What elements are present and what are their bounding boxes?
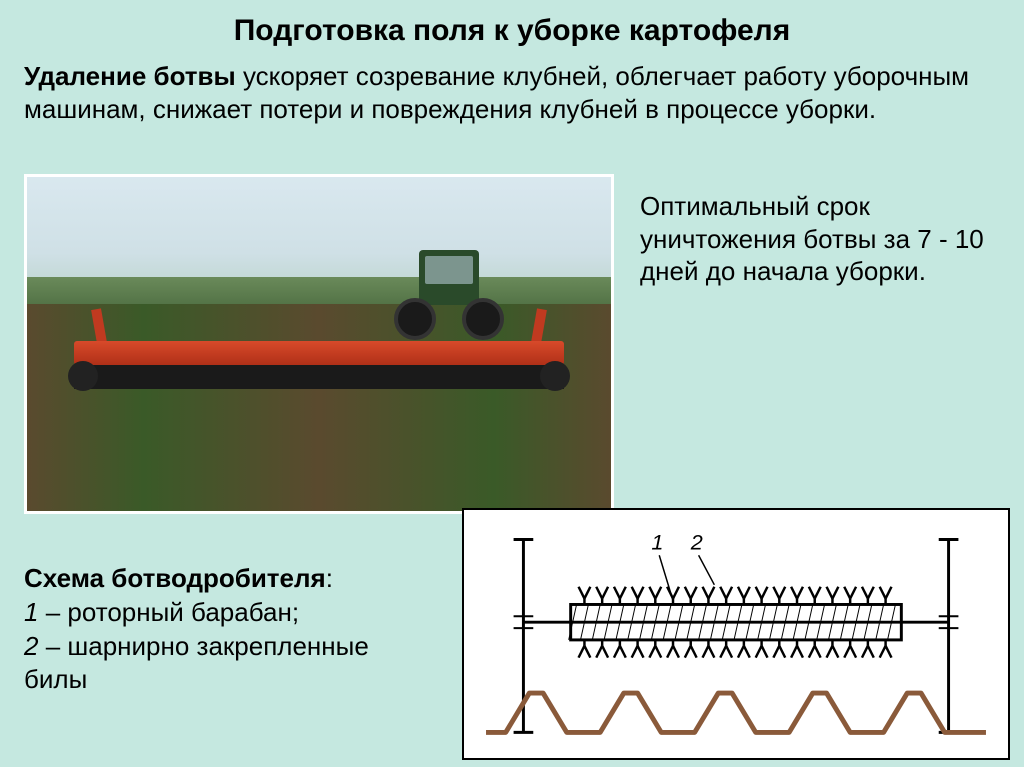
timing-text: Оптимальный срок уничтожения ботвы за 7 … xyxy=(640,190,1000,288)
intro-bold: Удаление ботвы xyxy=(24,61,236,91)
tractor-icon xyxy=(389,250,509,340)
topper-diagram: 12 xyxy=(462,508,1010,760)
schema-legend: Схема ботводробителя: 1 – роторный бараб… xyxy=(24,562,404,697)
svg-text:2: 2 xyxy=(690,529,703,554)
schema-item1-text: – роторный барабан; xyxy=(38,597,299,627)
field-photo xyxy=(24,174,614,514)
svg-text:1: 1 xyxy=(651,529,663,554)
intro-paragraph: Удаление ботвы ускоряет созревание клубн… xyxy=(24,60,1000,125)
schema-item1-num: 1 xyxy=(24,597,38,627)
schema-heading: Схема ботводробителя xyxy=(24,563,326,593)
schema-item2-text: – шарнирно закрепленные билы xyxy=(24,631,369,695)
haulm-topper-icon xyxy=(74,331,565,391)
slide-title: Подготовка поля к уборке картофеля xyxy=(24,14,1000,48)
schema-item2-num: 2 xyxy=(24,631,38,661)
